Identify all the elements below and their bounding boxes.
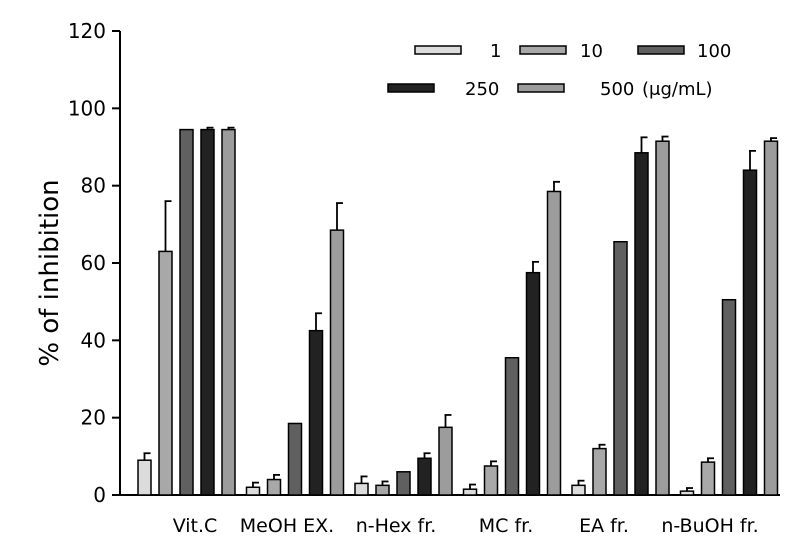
y-tick-label: 120: [68, 19, 106, 43]
bar: [546, 190, 562, 496]
legend-swatch: [414, 45, 462, 55]
legend-label: 500: [600, 79, 634, 100]
bars: [137, 126, 779, 496]
bar: [742, 169, 758, 496]
y-tick-label: 20: [81, 406, 106, 430]
bar: [613, 240, 628, 496]
bar: [375, 484, 390, 496]
y-tick-label: 40: [81, 328, 106, 352]
axes: 0 20 40 60 80 100 120 % of inhibition Vit.C MeOH …: [35, 19, 780, 537]
bar: [137, 459, 152, 496]
legend-label: 1: [490, 41, 501, 62]
x-tick-label: n-BuOH fr.: [661, 515, 758, 537]
bar: [655, 140, 670, 496]
bar: [179, 128, 194, 496]
y-tick-label: 60: [81, 251, 106, 275]
x-tick-label: Vit.C: [173, 515, 218, 537]
bar: [396, 471, 411, 496]
y-tick-label: 100: [68, 96, 106, 120]
legend-swatch: [519, 45, 567, 55]
legend-swatch: [387, 83, 435, 93]
legend-swatch: [517, 83, 565, 93]
bar: [354, 482, 369, 496]
y-axis-label: % of inhibition: [35, 179, 65, 366]
legend-unit: (μg/mL): [642, 79, 713, 100]
bar: [308, 329, 324, 496]
bar: [245, 486, 261, 496]
bar: [592, 447, 607, 496]
legend-label: 100: [697, 41, 731, 62]
bar: [571, 484, 586, 496]
bar: [329, 229, 345, 496]
legend-label: 10: [580, 41, 603, 62]
bar: [483, 465, 499, 496]
bar: [438, 426, 453, 496]
bar: [287, 422, 303, 496]
bar: [200, 128, 215, 496]
x-tick-label: n-Hex fr.: [356, 515, 437, 537]
bar: [721, 298, 737, 496]
x-tick-label: MC fr.: [479, 515, 534, 537]
bar: [158, 250, 173, 496]
bar: [417, 457, 432, 496]
bar: [266, 478, 282, 496]
legend-swatch: [637, 45, 685, 55]
x-tick-label: MeOH EX.: [240, 515, 334, 537]
y-tick-label: 0: [93, 483, 106, 507]
legend: 1 10 100 250 500 (μg/mL): [387, 41, 731, 100]
bar: [504, 356, 520, 496]
bar: [221, 128, 236, 496]
bar: [763, 140, 779, 496]
bar: [634, 152, 649, 496]
x-tick-label: EA fr.: [579, 515, 629, 537]
bar: [462, 488, 478, 496]
y-tick-label: 80: [81, 174, 106, 198]
legend-label: 250: [465, 79, 499, 100]
bar: [700, 461, 716, 496]
bar: [679, 490, 695, 496]
bar: [525, 271, 541, 496]
